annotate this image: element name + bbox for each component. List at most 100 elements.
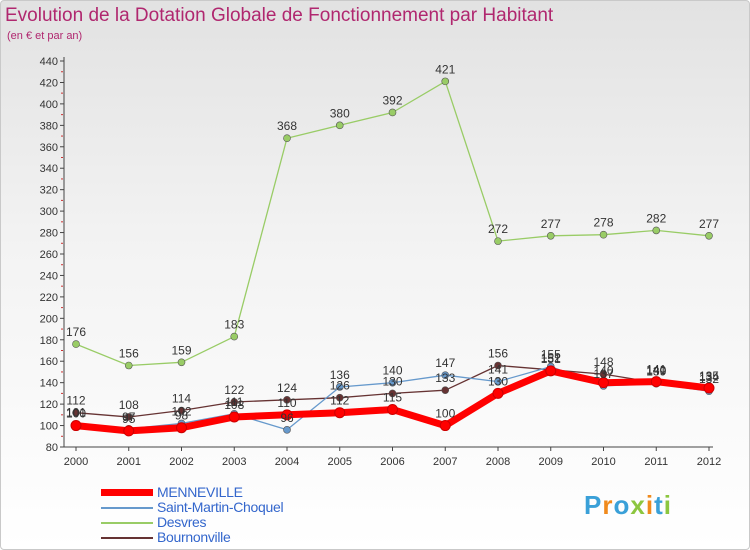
x-tick-label: 2009 xyxy=(539,456,563,468)
data-label: 155 xyxy=(541,348,561,362)
y-tick-label: 340 xyxy=(40,163,58,175)
legend-label: MENNEVILLE xyxy=(157,484,243,500)
data-point xyxy=(335,121,344,130)
data-label: 151 xyxy=(541,352,561,366)
data-label: 176 xyxy=(66,325,86,339)
data-point xyxy=(283,426,291,434)
data-label: 124 xyxy=(277,381,297,395)
data-point xyxy=(441,386,450,394)
chart-subtitle: (en € et par an) xyxy=(7,30,83,42)
data-point xyxy=(335,393,344,402)
chart-title: Evolution de la Dotation Globale de Fonc… xyxy=(5,5,554,26)
data-label: 110 xyxy=(277,396,296,410)
data-label: 98 xyxy=(175,409,189,423)
data-label: 152 xyxy=(541,351,561,365)
data-label: 139 xyxy=(646,365,666,379)
x-tick-label: 2007 xyxy=(433,456,457,468)
data-label: 135 xyxy=(699,369,719,383)
y-tick-label: 440 xyxy=(40,56,58,68)
logo-letter: x xyxy=(630,490,646,520)
data-point xyxy=(650,376,662,388)
y-tick-label: 220 xyxy=(40,292,58,304)
data-point xyxy=(546,231,555,240)
data-label: 156 xyxy=(488,347,508,361)
logo-letter: t xyxy=(654,490,664,520)
data-point xyxy=(230,398,239,406)
y-tick-label: 320 xyxy=(40,185,58,197)
data-point xyxy=(387,403,398,415)
series-line-desvres xyxy=(75,80,710,367)
data-label: 272 xyxy=(488,222,508,236)
data-label: 112 xyxy=(66,394,85,408)
data-point xyxy=(388,389,397,398)
logo-letter: r xyxy=(602,490,614,520)
data-label: 108 xyxy=(224,398,244,412)
data-label: 277 xyxy=(699,217,719,231)
data-label: 100 xyxy=(66,407,86,421)
data-label: 140 xyxy=(593,364,613,378)
data-label: 133 xyxy=(435,371,455,385)
data-point xyxy=(598,377,609,389)
data-point xyxy=(177,358,186,367)
x-tick-label: 2011 xyxy=(644,456,668,468)
legend-swatch xyxy=(101,489,153,496)
y-tick-label: 360 xyxy=(40,142,58,154)
legend-label: Bournonville xyxy=(157,529,231,545)
data-label: 134 xyxy=(699,370,719,384)
y-tick-label: 80 xyxy=(46,442,58,454)
data-point xyxy=(388,378,397,387)
data-label: 130 xyxy=(488,374,508,388)
data-label: 130 xyxy=(382,374,402,388)
y-tick-label: 100 xyxy=(40,421,58,433)
x-tick-label: 2001 xyxy=(117,456,141,468)
data-point xyxy=(335,383,344,391)
data-point xyxy=(72,340,80,348)
legend-swatch xyxy=(101,537,153,539)
data-point xyxy=(439,420,451,432)
data-point xyxy=(705,231,713,240)
data-label: 100 xyxy=(435,407,455,421)
data-label: 126 xyxy=(330,379,350,393)
data-label: 102 xyxy=(171,404,191,418)
data-label: 136 xyxy=(330,368,350,382)
data-label: 421 xyxy=(435,62,455,76)
data-point xyxy=(230,332,239,341)
data-point xyxy=(176,422,187,434)
data-label: 115 xyxy=(383,390,402,404)
data-point xyxy=(123,425,135,437)
y-tick-label: 280 xyxy=(40,228,58,240)
data-point xyxy=(494,377,502,386)
data-label: 282 xyxy=(646,211,666,225)
y-tick-label: 260 xyxy=(40,249,58,261)
data-label: 95 xyxy=(122,412,136,426)
data-point xyxy=(599,230,608,239)
data-label: 380 xyxy=(330,106,350,120)
data-point xyxy=(124,413,133,421)
data-point xyxy=(283,396,291,404)
data-label: 159 xyxy=(171,343,191,357)
data-point xyxy=(72,408,80,417)
data-label: 183 xyxy=(224,318,244,332)
data-label: 132 xyxy=(699,372,719,386)
x-tick-label: 2008 xyxy=(486,456,510,468)
data-point xyxy=(494,237,502,245)
x-tick-label: 2003 xyxy=(222,456,246,468)
y-tick-label: 420 xyxy=(40,77,58,89)
logo-letter: P xyxy=(584,490,603,520)
data-label: 137 xyxy=(593,367,613,381)
data-label: 368 xyxy=(277,119,297,133)
x-tick-label: 2006 xyxy=(380,456,404,468)
data-point xyxy=(703,382,715,394)
data-point xyxy=(124,361,133,370)
data-point xyxy=(177,406,186,415)
y-tick-label: 140 xyxy=(40,378,58,390)
legend-swatch xyxy=(101,507,153,509)
data-label: 156 xyxy=(119,347,139,361)
x-tick-label: 2000 xyxy=(64,456,88,468)
data-label: 112 xyxy=(330,394,349,408)
y-tick-label: 380 xyxy=(40,120,58,132)
data-label: 101 xyxy=(66,405,86,419)
data-label: 97 xyxy=(122,410,136,424)
data-point xyxy=(388,108,397,117)
